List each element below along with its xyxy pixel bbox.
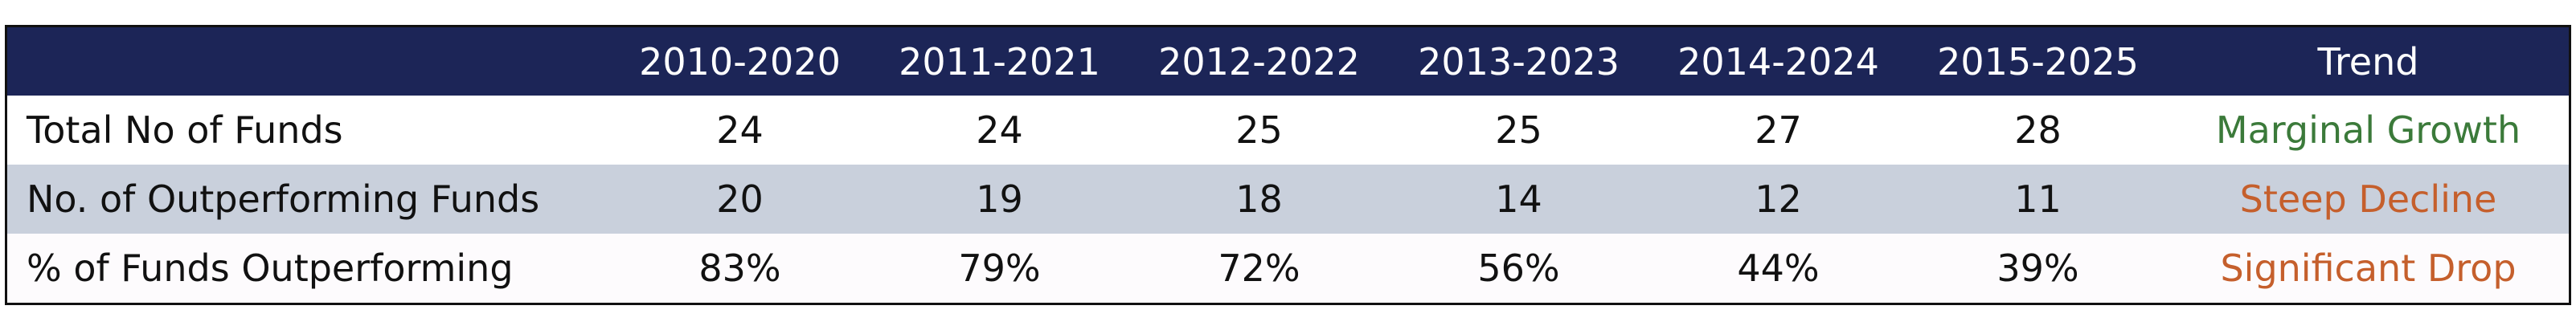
column-header: 2013-2023 bbox=[1418, 39, 1620, 84]
cell: 39% bbox=[1997, 247, 2079, 290]
cell: 72% bbox=[1218, 247, 1300, 290]
trend-cell: Marginal Growth bbox=[2215, 108, 2521, 152]
row-label: Total No of Funds bbox=[27, 108, 343, 152]
cell: 20 bbox=[716, 177, 764, 221]
cell: 25 bbox=[1235, 108, 1283, 152]
table-row: Total No of Funds 24 24 25 25 27 28 Marginal Gr… bbox=[7, 96, 2569, 165]
table-frame: 2010-2020 2011-2021 2012-2022 2013-2023 2014… bbox=[5, 25, 2571, 305]
table: 2010-2020 2011-2021 2012-2022 2013-2023 2014… bbox=[7, 27, 2569, 303]
cell: 12 bbox=[1755, 177, 1802, 221]
table-row: No. of Outperforming Funds 20 19 18 14 12 11 St… bbox=[7, 165, 2569, 234]
trend-cell: Significant Drop bbox=[2220, 247, 2517, 290]
cell: 24 bbox=[716, 108, 764, 152]
cell: 44% bbox=[1737, 247, 1820, 290]
cell: 25 bbox=[1495, 108, 1542, 152]
cell: 18 bbox=[1235, 177, 1283, 221]
cell: 79% bbox=[958, 247, 1041, 290]
column-header: Trend bbox=[2317, 39, 2419, 84]
column-header: 2015-2025 bbox=[1937, 39, 2139, 84]
cell: 11 bbox=[2014, 177, 2062, 221]
column-header: 2010-2020 bbox=[639, 39, 841, 84]
table-body: Total No of Funds 24 24 25 25 27 28 Marginal Gr… bbox=[7, 96, 2569, 303]
row-label: No. of Outperforming Funds bbox=[27, 177, 540, 221]
header-cell bbox=[7, 27, 610, 96]
cell: 19 bbox=[976, 177, 1023, 221]
cell: 28 bbox=[2014, 108, 2062, 152]
table-header: 2010-2020 2011-2021 2012-2022 2013-2023 2014… bbox=[7, 27, 2569, 96]
cell: 27 bbox=[1755, 108, 1802, 152]
cell: 83% bbox=[698, 247, 781, 290]
row-label: % of Funds Outperforming bbox=[27, 247, 514, 290]
header-row: 2010-2020 2011-2021 2012-2022 2013-2023 2014… bbox=[7, 27, 2569, 96]
cell: 24 bbox=[976, 108, 1023, 152]
column-header: 2011-2021 bbox=[899, 39, 1100, 84]
column-header: 2014-2024 bbox=[1677, 39, 1879, 84]
cell: 56% bbox=[1477, 247, 1560, 290]
trend-cell: Steep Decline bbox=[2239, 177, 2497, 221]
column-header: 2012-2022 bbox=[1158, 39, 1360, 84]
cell: 14 bbox=[1495, 177, 1542, 221]
table-row: % of Funds Outperforming 83% 79% 72% 56% 44% 3… bbox=[7, 234, 2569, 303]
